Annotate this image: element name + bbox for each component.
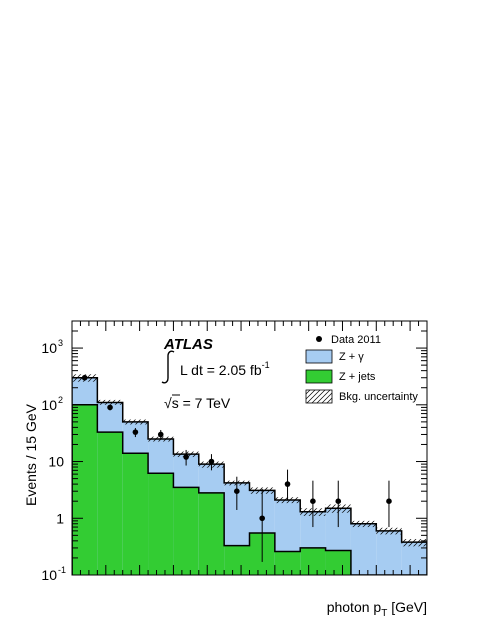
data-point — [259, 515, 265, 522]
y-tick-base: 10 — [41, 567, 57, 583]
legend-label-zgamma: Z + γ — [339, 351, 364, 363]
y-tick-label: 10 — [48, 454, 64, 470]
legend: Data 2011 Z + γ Z + jets Bkg. uncertaint… — [305, 334, 418, 404]
data-point — [81, 374, 88, 381]
x-axis-label-main: photon p — [327, 599, 382, 615]
zjets-bin — [325, 550, 351, 575]
zjets-bin — [198, 492, 225, 575]
luminosity-label: L dt = 2.05 fb-1 — [180, 360, 270, 378]
data-point — [284, 481, 291, 487]
data-point — [386, 498, 392, 504]
x-axis-label-sub: T — [381, 608, 387, 619]
x-axis-label-unit: [GeV] — [387, 599, 427, 615]
data-point — [107, 404, 113, 411]
luminosity-text: L dt = 2.05 fb — [180, 362, 262, 378]
zjets-bin — [224, 545, 250, 575]
legend-swatch-zjets — [305, 369, 333, 384]
y-tick-base: 10 — [41, 397, 57, 413]
data-point — [183, 454, 189, 460]
y-tick-label: 10 — [41, 340, 57, 356]
zgamma-bin — [376, 530, 402, 575]
y-axis-label: Events / 15 GeV — [23, 403, 39, 506]
y-tick-exponent: -1 — [58, 565, 66, 575]
zjets-bin — [300, 547, 326, 575]
zjets-bin — [122, 453, 149, 575]
data-point — [310, 498, 316, 504]
y-tick-exponent: 3 — [58, 338, 63, 348]
zjets-bin — [97, 432, 123, 575]
integral-sign — [161, 350, 175, 384]
data-point — [234, 488, 240, 494]
legend-swatch-uncertainty — [305, 389, 333, 404]
data-point — [132, 429, 139, 435]
y-tick-label: 10 — [41, 397, 57, 413]
legend-label-data: Data 2011 — [331, 334, 381, 346]
zjets-bin — [173, 487, 199, 575]
y-tick-label: 10 — [41, 567, 57, 583]
legend-data-marker — [316, 336, 322, 342]
energy-text: s = 7 TeV — [172, 395, 231, 411]
y-tick-base: 10 — [41, 340, 57, 356]
y-tick-base: 1 — [56, 510, 64, 526]
x-axis-label: photon pT [GeV] — [327, 599, 427, 619]
legend-label-zjets: Z + jets — [339, 371, 376, 383]
data-point — [208, 458, 215, 465]
zjets-bin — [148, 473, 174, 575]
total-background-outline — [72, 376, 427, 575]
y-tick-exponent: 2 — [58, 395, 63, 405]
energy-label: √s = 7 TeV — [164, 395, 231, 411]
zgamma-bin — [401, 542, 427, 575]
experiment-label: ATLAS — [163, 336, 213, 353]
data-point — [157, 431, 164, 438]
legend-label-uncertainty: Bkg. uncertainty — [339, 391, 418, 403]
legend-swatch-zgamma — [305, 349, 333, 364]
luminosity-exponent: -1 — [262, 360, 270, 370]
data-point — [335, 498, 342, 504]
zjets-bin — [72, 404, 98, 575]
zjets-bin — [274, 551, 301, 575]
zgamma-bin — [350, 523, 377, 575]
y-tick-label: 1 — [56, 510, 64, 526]
sqrt-symbol: √ — [164, 395, 172, 411]
y-tick-base: 10 — [48, 454, 64, 470]
zjets-outline — [72, 404, 427, 575]
